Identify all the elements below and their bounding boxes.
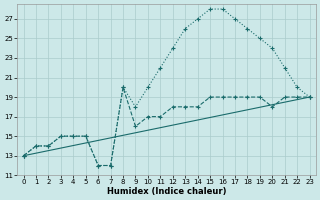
X-axis label: Humidex (Indice chaleur): Humidex (Indice chaleur) — [107, 187, 226, 196]
